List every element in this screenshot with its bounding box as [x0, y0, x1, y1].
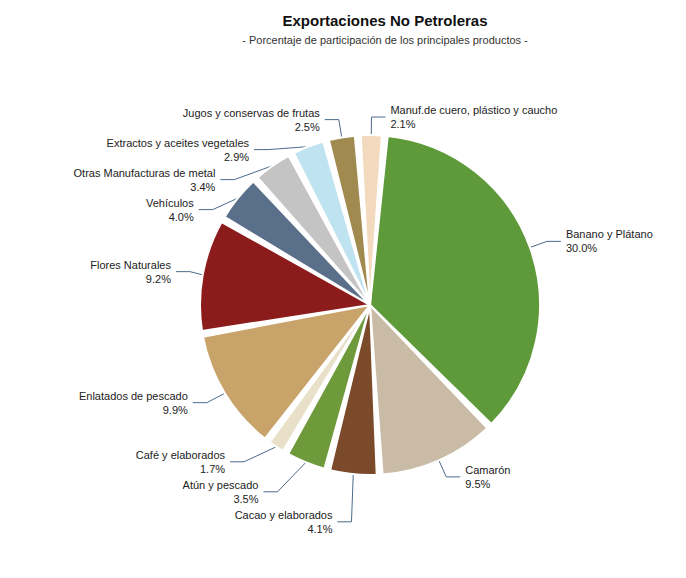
svg-text:3.5%: 3.5%	[233, 493, 258, 505]
svg-text:2.1%: 2.1%	[390, 118, 415, 130]
svg-text:Jugos y conservas de frutas: Jugos y conservas de frutas	[183, 107, 320, 119]
svg-text:Enlatados de pescado: Enlatados de pescado	[79, 390, 188, 402]
svg-text:2.9%: 2.9%	[224, 151, 249, 163]
svg-text:Exportaciones No Petroleras: Exportaciones No Petroleras	[282, 12, 487, 29]
svg-text:Otras Manufacturas de metal: Otras Manufacturas de metal	[74, 167, 216, 179]
svg-text:Atún y pescado: Atún y pescado	[183, 479, 259, 491]
svg-text:Flores Naturales: Flores Naturales	[90, 259, 171, 271]
svg-text:2.5%: 2.5%	[295, 121, 320, 133]
svg-text:9.5%: 9.5%	[465, 478, 490, 490]
svg-text:Café y elaborados: Café y elaborados	[136, 449, 226, 461]
svg-text:9.9%: 9.9%	[163, 404, 188, 416]
svg-text:4.1%: 4.1%	[307, 523, 332, 535]
svg-text:30.0%: 30.0%	[566, 242, 597, 254]
svg-text:Manuf.de cuero, plástico y cau: Manuf.de cuero, plástico y caucho	[390, 104, 557, 116]
svg-text:- Porcentaje de participación: - Porcentaje de participación de los pri…	[242, 34, 528, 46]
svg-text:9.2%: 9.2%	[146, 273, 171, 285]
svg-text:1.7%: 1.7%	[200, 463, 225, 475]
svg-text:Extractos y aceites vegetales: Extractos y aceites vegetales	[107, 137, 250, 149]
svg-text:Camarón: Camarón	[465, 464, 510, 476]
svg-text:3.4%: 3.4%	[190, 181, 215, 193]
svg-text:Vehículos: Vehículos	[146, 197, 194, 209]
svg-text:Banano y Plátano: Banano y Plátano	[566, 228, 653, 240]
svg-text:Cacao y elaborados: Cacao y elaborados	[235, 509, 333, 521]
svg-text:4.0%: 4.0%	[169, 211, 194, 223]
